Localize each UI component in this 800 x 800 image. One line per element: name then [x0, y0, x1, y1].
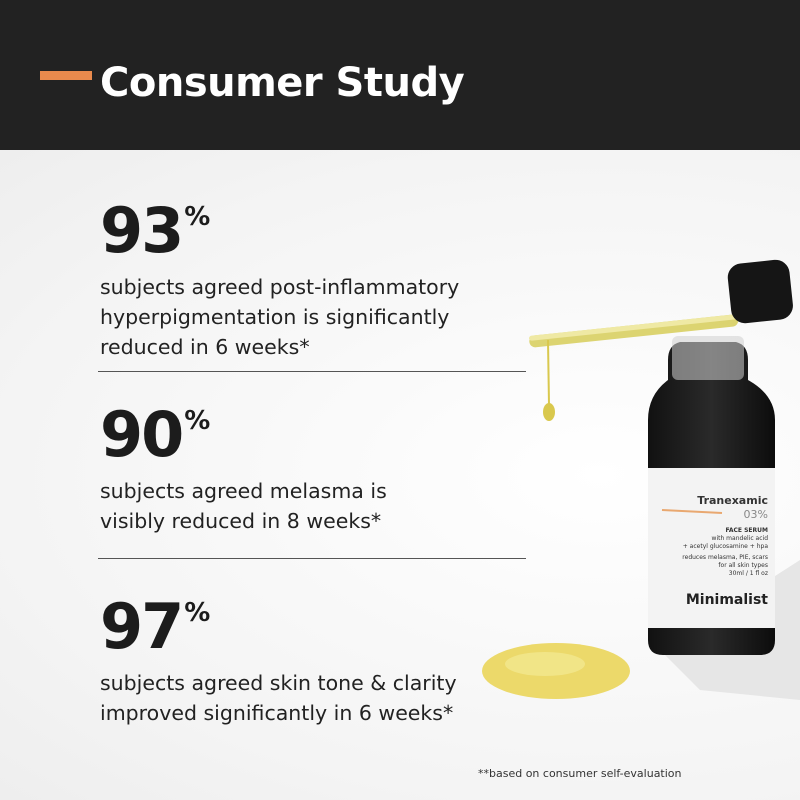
stat-unit: %	[184, 598, 211, 628]
desc-line: subjects agreed melasma is	[100, 479, 387, 503]
header-banner: Consumer Study	[0, 0, 800, 150]
serum-drop	[543, 403, 555, 421]
stat-description: subjects agreed melasma is visibly reduc…	[100, 476, 387, 536]
stat-value: 90	[100, 398, 184, 471]
stat-value: 93	[100, 194, 184, 267]
dropper-bulb	[727, 259, 793, 324]
desc-line: visibly reduced in 8 weeks*	[100, 509, 382, 533]
desc-line: subjects agreed skin tone & clarity	[100, 671, 457, 695]
label-strength: 03%	[743, 508, 768, 521]
label-product-name: Tranexamic	[697, 494, 768, 507]
label-type: FACE SERUM	[725, 527, 768, 534]
stat-description: subjects agreed post-inflammatory hyperp…	[100, 272, 459, 362]
page-title: Consumer Study	[100, 60, 465, 106]
desc-line: reduced in 6 weeks*	[100, 335, 310, 359]
label-accent	[661, 509, 723, 514]
label-ingredients: + acetyl glucosamine + hpa	[682, 543, 768, 550]
stat-block-1: 93% subjects agreed post-inflammatory hy…	[100, 200, 459, 362]
stat-block-2: 90% subjects agreed melasma is visibly r…	[100, 404, 387, 536]
label-ingredients: with mandelic acid	[711, 535, 768, 542]
footnote: **based on consumer self-evaluation	[478, 767, 682, 780]
label-claim: reduces melasma, PIE, scars	[682, 554, 768, 561]
accent-bar	[40, 71, 92, 80]
desc-line: improved significantly in 6 weeks*	[100, 701, 454, 725]
stat-value: 97	[100, 590, 184, 663]
stat-unit: %	[184, 406, 211, 436]
divider	[98, 371, 526, 372]
desc-line: subjects agreed post-inflammatory	[100, 275, 460, 299]
label-volume: 30ml / 1 fl oz	[728, 570, 768, 577]
brand-logo: Minimalist	[685, 592, 768, 608]
desc-line: hyperpigmentation is significantly	[100, 305, 450, 329]
bottle-label	[648, 468, 775, 628]
dropper	[528, 259, 793, 348]
divider	[98, 558, 526, 559]
serum-drip	[547, 339, 550, 406]
stat-unit: %	[184, 202, 211, 232]
stat-block-3: 97% subjects agreed skin tone & clarity …	[100, 596, 457, 728]
bottle-neck	[672, 336, 744, 380]
label-skin: for all skin types	[718, 562, 768, 569]
stat-description: subjects agreed skin tone & clarity impr…	[100, 668, 457, 728]
